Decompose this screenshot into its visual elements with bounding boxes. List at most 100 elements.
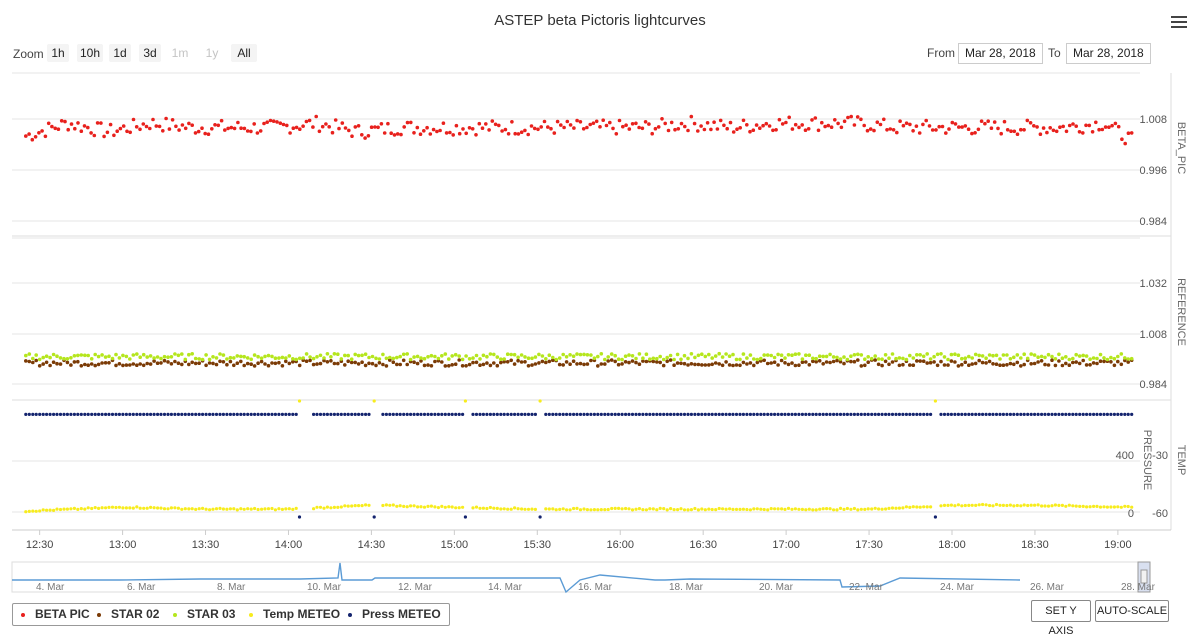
star-02-point xyxy=(589,358,593,363)
temp-meteo-point xyxy=(443,505,447,509)
star-03-point xyxy=(776,352,780,357)
press-meteo-point xyxy=(381,412,385,416)
star-02-point xyxy=(1036,360,1040,364)
from-date-input[interactable]: Mar 28, 2018 xyxy=(958,43,1043,64)
beta-pic-point xyxy=(1054,129,1059,134)
press-meteo-point xyxy=(45,412,49,416)
legend-item-press-meteo[interactable]: Press METEO xyxy=(348,607,441,621)
temp-meteo-point xyxy=(526,507,531,511)
beta-pic-point xyxy=(340,121,345,125)
temp-meteo-point xyxy=(364,503,368,507)
temp-meteo-point xyxy=(395,504,399,508)
temp-meteo-point xyxy=(284,507,288,511)
star-02-point xyxy=(634,360,638,365)
star-02-point xyxy=(967,363,971,368)
zoom-button-10h[interactable]: 10h xyxy=(77,44,103,62)
press-meteo-point xyxy=(523,412,527,416)
beta-pic-point xyxy=(422,129,426,133)
star-02-point xyxy=(727,363,732,367)
press-meteo-point xyxy=(492,412,496,416)
temp-meteo-point xyxy=(918,505,922,509)
press-meteo-point xyxy=(759,412,763,416)
beta-pic-point xyxy=(771,128,775,133)
legend-item-star-02[interactable]: STAR 02 xyxy=(97,607,159,621)
star-02-point xyxy=(939,359,943,364)
temp-meteo-point xyxy=(429,504,433,508)
zoom-button-3d[interactable]: 3d xyxy=(139,44,161,62)
to-date-input[interactable]: Mar 28, 2018 xyxy=(1066,43,1151,64)
star-03-point xyxy=(315,355,319,359)
press-meteo-point xyxy=(880,412,884,416)
beta-pic-point xyxy=(898,119,902,123)
star-02-point xyxy=(478,363,482,368)
temp-meteo-point xyxy=(169,506,173,510)
star-02-point xyxy=(700,363,704,367)
star-03-point xyxy=(141,352,146,357)
star-03-point xyxy=(398,354,403,359)
set-y-axis-button[interactable]: SET Y AXIS xyxy=(1031,600,1091,637)
beta-pic-point xyxy=(917,131,922,135)
star-02-point xyxy=(69,363,73,367)
temp-meteo-point xyxy=(336,505,340,509)
series-star-03 xyxy=(24,351,1134,362)
legend-item-star-03[interactable]: STAR 03 xyxy=(173,607,235,621)
x-tick-label: 15:00 xyxy=(441,539,469,551)
temp-meteo-point xyxy=(322,506,326,510)
star-02-point xyxy=(973,361,978,366)
zoom-button-all[interactable]: All xyxy=(231,44,257,62)
beta-pic-point xyxy=(451,133,456,137)
star-02-point xyxy=(1123,358,1127,363)
temp-meteo-point xyxy=(1088,505,1092,509)
beta-pic-point xyxy=(549,126,553,131)
press-meteo-point xyxy=(641,412,645,416)
zoom-button-1d[interactable]: 1d xyxy=(109,44,131,62)
temp-meteo-point xyxy=(372,399,376,403)
beta-pic-point xyxy=(229,125,234,130)
beta-pic-point xyxy=(438,128,442,133)
star-03-point xyxy=(544,357,548,361)
star-02-point xyxy=(748,361,753,365)
beta-pic-point xyxy=(516,132,521,136)
zoom-button-1h[interactable]: 1h xyxy=(47,44,69,62)
beta-pic-point xyxy=(1107,125,1111,129)
press-meteo-point xyxy=(1130,412,1134,416)
beta-pic-point xyxy=(363,136,367,140)
press-meteo-point xyxy=(478,412,482,416)
star-03-point xyxy=(329,355,333,359)
legend-item-temp-meteo[interactable]: Temp METEO xyxy=(249,607,340,621)
temp-meteo-point xyxy=(249,507,253,511)
press-meteo-point xyxy=(1046,412,1051,416)
press-meteo-point xyxy=(894,412,898,416)
hamburger-menu-icon[interactable] xyxy=(1171,16,1187,30)
press-meteo-point xyxy=(1085,412,1089,416)
press-meteo-point xyxy=(1029,412,1033,416)
auto-scale-button[interactable]: AUTO-SCALE xyxy=(1095,600,1169,622)
press-meteo-point xyxy=(218,412,222,416)
press-meteo-point xyxy=(866,412,870,416)
star-03-point xyxy=(609,352,614,356)
beta-pic-point xyxy=(435,129,439,134)
x-tick-label: 16:00 xyxy=(606,539,634,551)
star-02-point xyxy=(336,361,340,366)
star-03-point xyxy=(1074,352,1078,357)
star-03-point xyxy=(675,352,680,357)
star-03-point xyxy=(339,357,344,361)
temp-meteo-point xyxy=(270,506,274,511)
star-02-point xyxy=(48,363,52,368)
star-03-point xyxy=(1098,352,1103,357)
beta-pic-point xyxy=(236,120,240,125)
press-meteo-point xyxy=(627,412,631,416)
legend-item-beta-pic[interactable]: BETA PIC xyxy=(21,607,90,621)
temp-meteo-point xyxy=(551,507,555,511)
star-03-point xyxy=(890,352,895,356)
star-03-point xyxy=(1012,355,1016,360)
beta-pic-point xyxy=(699,124,703,128)
temp-meteo-point xyxy=(1085,505,1089,509)
star-03-point xyxy=(1102,356,1106,360)
temp-meteo-point xyxy=(83,507,87,511)
temp-meteo-point xyxy=(942,503,947,507)
press-meteo-point xyxy=(617,412,621,416)
press-meteo-point xyxy=(128,412,132,416)
star-02-point xyxy=(658,360,662,365)
star-03-point xyxy=(166,355,170,360)
